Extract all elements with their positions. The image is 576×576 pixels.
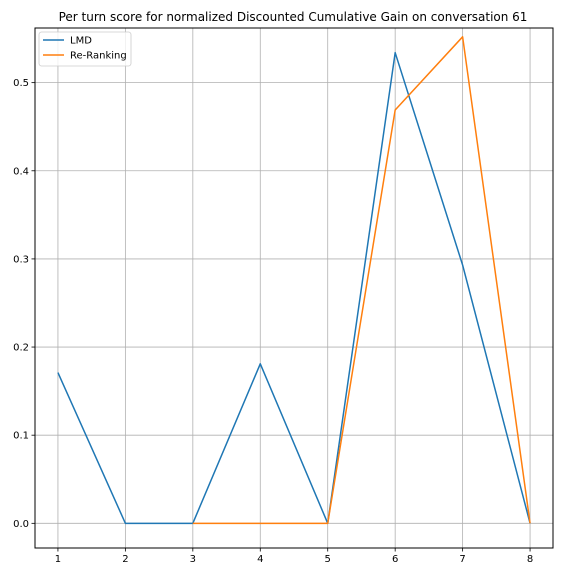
grid <box>35 28 553 548</box>
plot-frame <box>34 27 554 549</box>
series-line-re-ranking <box>192 36 531 525</box>
legend-label: Re-Ranking <box>70 51 127 62</box>
legend-label: LMD <box>70 36 92 47</box>
series-line-lmd <box>57 51 531 525</box>
x-tick-label: 6 <box>392 554 398 565</box>
x-tick-label: 3 <box>190 554 196 565</box>
y-tick-label: 0.1 <box>13 431 29 442</box>
y-tick-label: 0.5 <box>13 78 29 89</box>
chart-title: Per turn score for normalized Discounted… <box>59 10 528 24</box>
series-group <box>57 36 531 525</box>
x-tick-label: 1 <box>55 554 61 565</box>
x-tick-label: 5 <box>325 554 331 565</box>
y-tick-label: 0.3 <box>13 254 29 265</box>
x-tick-label: 7 <box>459 554 465 565</box>
x-tick-label: 2 <box>122 554 128 565</box>
x-tick-label: 4 <box>257 554 263 565</box>
y-tick-label: 0.0 <box>13 519 29 530</box>
x-tick-label: 8 <box>527 554 533 565</box>
y-tick-label: 0.2 <box>13 343 29 354</box>
y-tick-label: 0.4 <box>13 166 29 177</box>
y-axis: 0.0 0.1 0.2 0.3 0.4 0.5 <box>13 78 35 530</box>
legend: LMD Re-Ranking <box>38 31 132 67</box>
x-axis: 1 2 3 4 5 6 7 8 <box>55 548 533 565</box>
